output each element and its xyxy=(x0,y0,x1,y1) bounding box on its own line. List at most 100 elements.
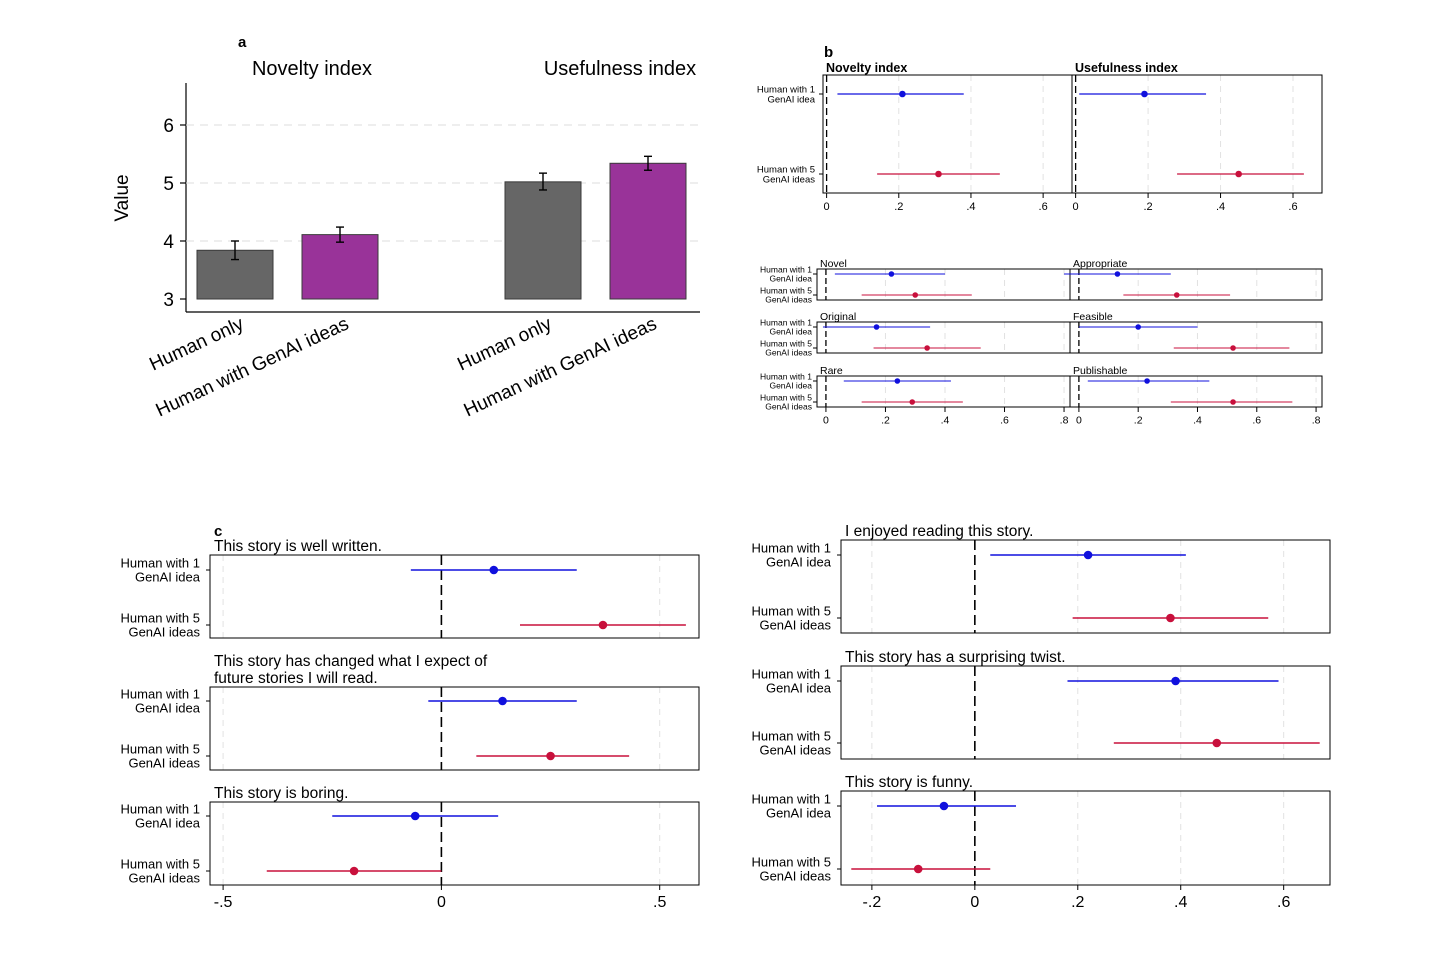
subplot-title: Publishable xyxy=(1073,365,1127,377)
row-label: Human with 5 xyxy=(752,855,831,870)
point-estimate xyxy=(939,801,949,811)
row-label: Human with 5 xyxy=(760,285,812,295)
bar xyxy=(301,234,379,300)
row-label: GenAI idea xyxy=(766,681,832,696)
row-label: Human with 1 xyxy=(121,687,200,702)
subplot-title: Feasible xyxy=(1073,311,1113,323)
x-tick-label: .6 xyxy=(1288,201,1297,213)
panel-letter-b: b xyxy=(824,44,833,61)
subplot-title: I enjoyed reading this story. xyxy=(845,523,1033,540)
point-estimate xyxy=(913,864,923,874)
point-estimate xyxy=(1166,613,1175,623)
x-tick-label: .2 xyxy=(1071,894,1084,911)
subplot-frame xyxy=(840,790,1331,886)
x-tick-label: .4 xyxy=(1193,415,1202,427)
subplot-frame xyxy=(209,801,700,886)
point-estimate xyxy=(1230,399,1236,405)
subplot-frame xyxy=(1069,268,1323,301)
x-tick-label: .8 xyxy=(1312,415,1321,427)
subplot-frame xyxy=(840,665,1331,760)
group-title: Novelty index xyxy=(252,58,372,80)
row-label: GenAI idea xyxy=(135,816,201,831)
subplot-title: This story has changed what I expect of xyxy=(214,653,488,670)
row-label: GenAI ideas xyxy=(759,869,831,884)
point-estimate xyxy=(1230,345,1236,351)
row-label: Human with 1 xyxy=(760,317,812,327)
point-estimate xyxy=(924,345,930,351)
subplot-title: This story is funny. xyxy=(845,774,973,791)
row-label: Human with 1 xyxy=(752,667,831,682)
row-label: Human with 5 xyxy=(752,604,831,619)
row-label: Human with 1 xyxy=(760,371,812,381)
point-estimate xyxy=(1114,271,1121,277)
point-estimate xyxy=(349,866,359,876)
panel-letter-c: c xyxy=(214,523,222,540)
x-tick-label: .4 xyxy=(1216,201,1225,213)
subplot-frame xyxy=(209,686,700,771)
row-label: GenAI idea xyxy=(766,555,832,570)
subplot-frame xyxy=(822,74,1073,194)
point-estimate xyxy=(1135,324,1141,330)
row-label: Human with 5 xyxy=(760,392,812,402)
point-estimate xyxy=(498,696,507,706)
group-title: Usefulness index xyxy=(544,58,696,80)
row-label: Human with 5 xyxy=(757,164,815,175)
row-label: GenAI idea xyxy=(769,326,812,336)
x-tick-label: 0 xyxy=(824,201,830,213)
subplot-frame xyxy=(840,539,1331,634)
panel-c-coefficient-plots: This story is well written.Human with 1G… xyxy=(121,523,1331,911)
row-label: Human with 1 xyxy=(760,264,812,274)
point-estimate xyxy=(410,811,420,821)
x-tick-label: .2 xyxy=(1143,201,1152,213)
subplot-title: future stories I will read. xyxy=(214,670,378,687)
subplot-title: Rare xyxy=(820,365,843,377)
row-label: Human with 5 xyxy=(752,729,831,744)
subplot-title: Original xyxy=(820,311,856,323)
point-estimate xyxy=(1083,550,1093,560)
row-label: GenAI ideas xyxy=(765,347,812,357)
row-label: GenAI idea xyxy=(135,701,201,716)
row-label: Human with 5 xyxy=(760,338,812,348)
subplot-title: Appropriate xyxy=(1073,258,1127,270)
subplot-title: Novel xyxy=(820,258,847,270)
point-estimate xyxy=(1235,170,1242,178)
point-estimate xyxy=(1141,90,1148,98)
row-label: GenAI idea xyxy=(769,273,812,283)
subplot-frame xyxy=(1069,375,1323,408)
point-estimate xyxy=(894,378,901,384)
row-label: GenAI ideas xyxy=(765,294,812,304)
row-label: Human with 1 xyxy=(121,802,200,817)
row-label: Human with 1 xyxy=(757,84,815,95)
x-tick-label: -.2 xyxy=(863,894,882,911)
x-tick-label: .6 xyxy=(1039,201,1048,213)
x-tick-label: .6 xyxy=(1252,415,1261,427)
row-label: Human with 1 xyxy=(752,541,831,556)
row-label: GenAI idea xyxy=(767,94,815,105)
x-tick-label: .2 xyxy=(1134,415,1143,427)
subplot-title: This story is boring. xyxy=(214,785,348,802)
row-label: GenAI idea xyxy=(769,380,812,390)
subplot-title: This story is well written. xyxy=(214,538,382,555)
subplot-frame xyxy=(1071,74,1323,194)
y-tick-label: 4 xyxy=(163,232,174,253)
row-label: GenAI idea xyxy=(766,806,832,821)
row-label: GenAI ideas xyxy=(128,871,200,886)
subplot-frame xyxy=(1069,321,1323,354)
subplot-title: This story has a surprising twist. xyxy=(845,649,1066,666)
point-estimate xyxy=(888,271,895,277)
x-tick-label: .6 xyxy=(1000,415,1009,427)
row-label: GenAI idea xyxy=(135,570,201,585)
x-tick-label: 0 xyxy=(1076,415,1082,427)
y-tick-label: 6 xyxy=(163,116,174,137)
x-tick-label: 0 xyxy=(970,894,979,911)
row-label: GenAI ideas xyxy=(128,625,200,640)
x-tick-label: .8 xyxy=(1060,415,1069,427)
x-tick-label: Human with GenAI ideas xyxy=(461,313,660,421)
subplot-frame xyxy=(209,554,700,639)
point-estimate xyxy=(912,292,919,298)
x-tick-label: .2 xyxy=(881,415,890,427)
x-tick-label: 0 xyxy=(1073,201,1079,213)
